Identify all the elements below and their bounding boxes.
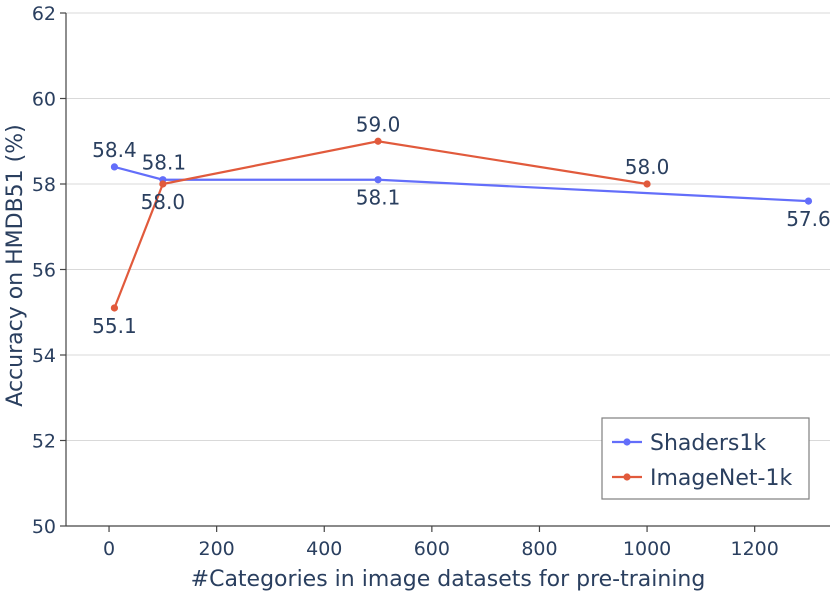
x-tick-label-600: 600 (414, 538, 450, 560)
y-tick-label-52: 52 (32, 431, 56, 453)
series-line-imagenet-1k (113, 140, 648, 309)
data-label-shaders1k-2: 58.1 (356, 186, 401, 210)
axes: 50 52 54 56 58 60 62 0 200 400 600 800 1000 1200 (32, 3, 830, 560)
point-imagenet-1k-1 (159, 180, 167, 188)
gridlines (66, 12, 830, 441)
point-shaders1k-0 (110, 163, 119, 171)
y-tick-label-56: 56 (32, 260, 56, 282)
point-imagenet-1k-0 (110, 304, 119, 312)
data-label-shaders1k-1: 58.1 (142, 151, 187, 175)
y-tick-label-60: 60 (32, 89, 56, 111)
series-layer (110, 137, 813, 312)
x-axis-title: #Categories in image datasets for pre-tr… (191, 567, 706, 592)
data-label-shaders1k-3: 57.6 (786, 207, 831, 231)
legend-box (601, 417, 810, 500)
x-tick-label-0: 0 (103, 538, 115, 560)
data-label-imagenet-1k-2: 59.0 (356, 112, 401, 136)
legend-marker-imagenet-1k (623, 473, 631, 481)
data-label-imagenet-1k-0: 55.1 (92, 314, 137, 338)
point-shaders1k-3 (804, 197, 813, 205)
legend-marker-shaders1k (623, 438, 631, 446)
x-tick-label-800: 800 (521, 538, 557, 560)
data-label-shaders1k-0: 58.4 (92, 138, 137, 162)
series-line-shaders1k (114, 165, 809, 203)
y-tick-label-62: 62 (32, 3, 56, 25)
x-tick-label-1200: 1200 (730, 538, 778, 560)
legend-label-imagenet-1k: ImageNet-1k (650, 466, 792, 491)
point-imagenet-1k-3 (643, 180, 651, 188)
point-shaders1k-2 (374, 176, 382, 184)
data-labels: 58.458.158.157.655.158.059.058.0 (92, 112, 831, 338)
legend: Shaders1k ImageNet-1k (601, 417, 810, 500)
y-axis-title: Accuracy on HMDB51 (%) (3, 124, 28, 406)
data-label-imagenet-1k-1: 58.0 (141, 190, 186, 214)
y-tick-label-58: 58 (32, 174, 56, 196)
x-tick-label-200: 200 (199, 538, 235, 560)
x-tick-label-1000: 1000 (623, 538, 671, 560)
data-label-imagenet-1k-3: 58.0 (625, 155, 670, 179)
x-tick-label-400: 400 (306, 538, 342, 560)
y-tick-label-54: 54 (32, 345, 56, 367)
y-tick-label-50: 50 (32, 516, 56, 538)
legend-label-shaders1k: Shaders1k (650, 431, 766, 456)
point-imagenet-1k-2 (374, 137, 382, 145)
